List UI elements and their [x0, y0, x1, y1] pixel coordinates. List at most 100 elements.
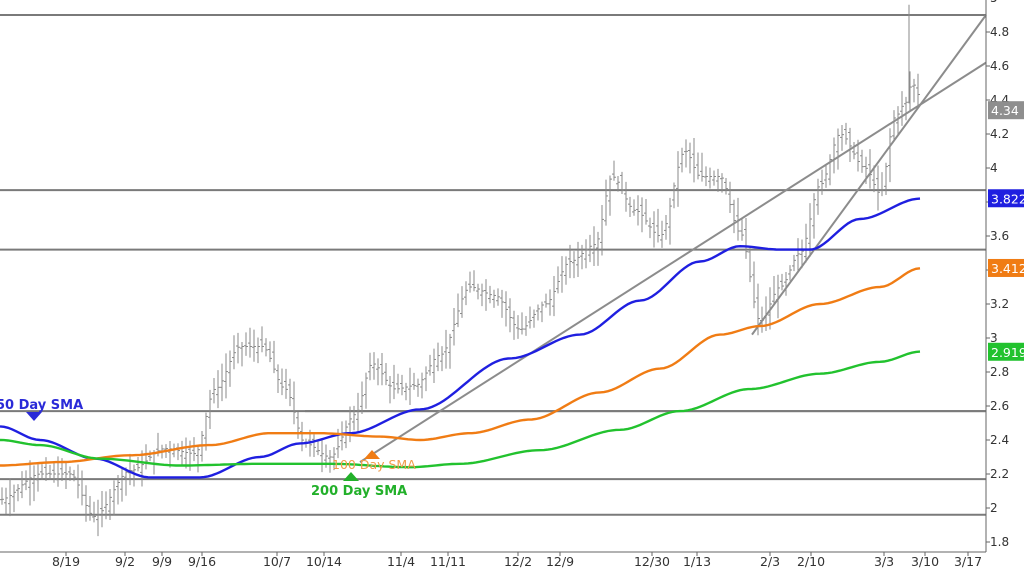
ohlc-bar — [852, 142, 856, 160]
x-tick-label: 2/10 — [797, 554, 825, 569]
annotation-50-day-sma: 50 Day SMA — [0, 398, 83, 413]
ohlc-bar — [900, 91, 904, 126]
ohlc-bar — [380, 353, 384, 386]
ohlc-bar — [96, 499, 100, 537]
ohlc-bar — [224, 353, 228, 399]
ohlc-bar — [180, 440, 184, 466]
ohlc-bar — [536, 304, 540, 321]
ohlc-bar — [868, 149, 872, 189]
ohlc-bars — [0, 71, 920, 537]
ohlc-bar — [292, 381, 296, 425]
ohlc-bar — [456, 293, 460, 328]
ohlc-bar — [732, 199, 736, 234]
ohlc-bar — [384, 362, 388, 386]
ohlc-bar — [816, 178, 820, 215]
y-tick-label: 4.6 — [990, 59, 1009, 73]
ohlc-bar — [208, 389, 212, 429]
ohlc-bar — [696, 152, 700, 180]
ohlc-bar — [708, 167, 712, 189]
x-tick-label: 10/14 — [306, 554, 342, 569]
ohlc-bar — [64, 463, 68, 490]
y-tick-label: 4.8 — [990, 25, 1009, 39]
price-label: 4.34 — [991, 103, 1019, 118]
ohlc-bar — [484, 279, 488, 311]
ohlc-bar — [664, 215, 668, 240]
ohlc-bar — [444, 329, 448, 369]
x-tick-label: 12/30 — [634, 554, 670, 569]
ohlc-bar — [676, 151, 680, 207]
ohlc-bar — [516, 315, 520, 339]
ohlc-bar — [464, 281, 468, 306]
ohlc-bar — [264, 338, 268, 357]
sma-value-label: 3.822 — [991, 191, 1024, 206]
y-tick-label: 5 — [990, 0, 998, 5]
ohlc-bar — [16, 484, 20, 502]
ohlc-bar — [368, 352, 372, 381]
y-tick-label: 4 — [990, 161, 998, 175]
ohlc-bar — [612, 160, 616, 181]
axis-value-tag-bg — [988, 101, 1024, 120]
ohlc-bar — [468, 271, 472, 293]
up-arrow-icon — [364, 450, 380, 459]
ohlc-bar — [512, 310, 516, 340]
ohlc-bar — [212, 377, 216, 404]
ohlc-bar — [92, 501, 96, 523]
ohlc-bar — [604, 179, 608, 226]
ohlc-bar — [500, 289, 504, 318]
ohlc-bar — [452, 308, 456, 346]
ohlc-bar — [828, 154, 832, 186]
ohlc-bar — [192, 437, 196, 462]
x-tick-label: 12/2 — [504, 554, 532, 569]
ohlc-bar — [520, 312, 524, 335]
ohlc-bar — [820, 169, 824, 195]
ohlc-bar — [328, 450, 332, 473]
ohlc-bar — [416, 378, 420, 397]
ohlc-bar — [356, 392, 360, 433]
axis-value-tag-bg — [988, 342, 1024, 361]
x-tick-label: 3/3 — [874, 554, 894, 569]
ohlc-bar — [672, 182, 676, 209]
x-tick-label: 2/3 — [760, 554, 780, 569]
ohlc-bar — [840, 125, 844, 151]
ohlc-bar — [244, 332, 248, 356]
ohlc-bar — [872, 165, 876, 193]
ohlc-bar — [552, 276, 556, 317]
ohlc-bar — [716, 168, 720, 192]
x-tick-label: 11/4 — [387, 554, 415, 569]
ohlc-bar — [448, 333, 452, 369]
ohlc-bar — [904, 96, 908, 121]
ohlc-bar — [116, 475, 120, 505]
ohlc-bar — [724, 177, 728, 195]
ohlc-bar — [72, 469, 76, 482]
ohlc-bar — [788, 265, 792, 281]
ohlc-bar — [588, 234, 592, 263]
y-tick-label: 2 — [990, 501, 998, 515]
ohlc-bar — [832, 137, 836, 174]
x-tick-label: 8/19 — [52, 554, 80, 569]
ohlc-bar — [252, 329, 256, 362]
ohlc-bar — [272, 340, 276, 374]
ohlc-bar — [460, 286, 464, 318]
ohlc-bar — [684, 139, 688, 168]
ohlc-bar — [644, 198, 648, 225]
ohlc-bar — [392, 364, 396, 400]
ohlc-bar — [404, 382, 408, 401]
axis-value-tag-bg — [988, 189, 1024, 208]
ohlc-bar — [348, 406, 352, 443]
ohlc-bar — [148, 450, 152, 462]
ohlc-bar — [276, 364, 280, 394]
ohlc-bar — [860, 149, 864, 173]
ohlc-bar — [100, 490, 104, 528]
ohlc-bar — [24, 470, 28, 491]
ohlc-bar — [700, 152, 704, 182]
ohlc-bar — [340, 421, 344, 451]
ohlc-bar — [44, 457, 48, 481]
y-tick-label: 2.8 — [990, 365, 1009, 379]
x-tick-label: 3/10 — [911, 554, 939, 569]
ohlc-bar — [728, 181, 732, 213]
ohlc-bar — [736, 197, 740, 241]
ohlc-bar — [560, 256, 564, 293]
ohlc-bar — [296, 411, 300, 439]
